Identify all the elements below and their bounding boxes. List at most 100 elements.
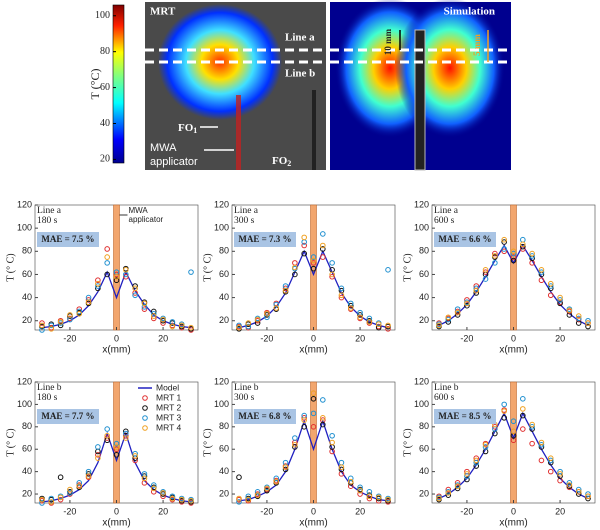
applicator-bar bbox=[113, 204, 120, 331]
y-tick-label: 20 bbox=[219, 315, 229, 325]
mrt-point bbox=[492, 260, 498, 266]
mrt-point bbox=[67, 312, 73, 318]
y-tick-label: 120 bbox=[17, 376, 32, 386]
model-line bbox=[41, 431, 192, 503]
mrt-point bbox=[520, 396, 526, 402]
mrt-point bbox=[547, 280, 554, 287]
mrt-point bbox=[301, 234, 307, 241]
mrt-point bbox=[273, 478, 280, 485]
mrt-point bbox=[76, 310, 83, 317]
mrt-point bbox=[292, 441, 298, 448]
y-tick-label: 80 bbox=[22, 246, 32, 256]
mrt-point bbox=[482, 276, 489, 282]
mrt-point bbox=[169, 323, 176, 330]
x-tick-label: -20 bbox=[63, 333, 76, 343]
mrt-point bbox=[501, 408, 507, 414]
mrt-point bbox=[510, 428, 517, 435]
colorbar-tick-label: 60 bbox=[100, 82, 110, 93]
y-tick-label: 40 bbox=[419, 466, 429, 476]
mrt-point bbox=[338, 285, 345, 292]
x-axis-label: x(mm) bbox=[299, 518, 327, 529]
x-tick-label: 0 bbox=[511, 333, 516, 343]
mrt-point bbox=[254, 492, 261, 498]
mrt-point bbox=[482, 441, 489, 448]
mrt-point bbox=[454, 483, 461, 489]
mrt-point bbox=[178, 496, 185, 503]
mrt-point bbox=[104, 432, 110, 439]
mrt-point bbox=[132, 283, 138, 289]
mrt-point bbox=[566, 307, 573, 314]
mrt-point bbox=[338, 466, 345, 473]
line-a-label: Line a bbox=[285, 32, 315, 44]
mrt-point bbox=[347, 302, 354, 309]
y-tick-label: 80 bbox=[419, 246, 429, 256]
mrt-point bbox=[169, 493, 176, 500]
mrt-point bbox=[547, 457, 554, 464]
mrt-point bbox=[160, 316, 166, 323]
mrt-point bbox=[329, 432, 335, 439]
mrt-point bbox=[57, 319, 64, 325]
colorbar bbox=[112, 4, 125, 164]
mrt-point bbox=[385, 496, 391, 503]
mrt-point bbox=[282, 287, 289, 294]
mrt-point bbox=[547, 283, 554, 289]
mrt-point bbox=[436, 322, 442, 329]
mrt-point bbox=[445, 492, 452, 498]
mae-label: MAE = 6.8 % bbox=[238, 411, 291, 421]
mae-label: MAE = 8.5 % bbox=[438, 411, 491, 421]
mrt-point bbox=[454, 309, 461, 316]
mrt-point bbox=[113, 444, 120, 450]
mrt-point bbox=[492, 253, 498, 259]
panel-label: Line b bbox=[37, 383, 62, 393]
y-tick-label: 120 bbox=[414, 199, 429, 209]
mrt-point bbox=[236, 495, 242, 502]
y-tick-label: 120 bbox=[214, 376, 229, 386]
x-tick-label: -20 bbox=[260, 506, 273, 516]
mrt-point bbox=[48, 326, 55, 332]
y-tick-label: 60 bbox=[219, 269, 229, 279]
mrt-point bbox=[160, 490, 166, 496]
mrt-point bbox=[141, 306, 148, 312]
mrt-point bbox=[445, 316, 452, 323]
mrt-point bbox=[585, 491, 591, 497]
mrt-point bbox=[385, 326, 391, 332]
mrt-point bbox=[188, 324, 194, 331]
mrt-point bbox=[557, 468, 563, 475]
mrt-point bbox=[76, 480, 83, 486]
colorbar-tick-label: 80 bbox=[100, 46, 110, 57]
mrt-point bbox=[95, 283, 101, 289]
mrt-point bbox=[557, 294, 563, 301]
mrt-point bbox=[520, 241, 526, 248]
mae-label: MAE = 7.7 % bbox=[41, 411, 94, 421]
x-tick-label: 0 bbox=[311, 506, 316, 516]
panel-label: Line b bbox=[234, 383, 259, 393]
mrt-point bbox=[85, 471, 92, 477]
mrt-point bbox=[48, 499, 55, 505]
mrt-point bbox=[95, 280, 101, 287]
mrt-point bbox=[292, 264, 298, 271]
mrt-point bbox=[141, 304, 148, 310]
mrt-point bbox=[501, 415, 507, 421]
mrt-applicator bbox=[236, 95, 241, 170]
y-tick-label: 80 bbox=[419, 421, 429, 431]
y-tick-label: 20 bbox=[22, 315, 32, 325]
mrt-point bbox=[95, 277, 101, 284]
mrt-point bbox=[113, 277, 120, 284]
mrt-point bbox=[104, 254, 110, 260]
mrt-point bbox=[585, 493, 591, 500]
mrt-point bbox=[473, 463, 480, 469]
mrt-point bbox=[520, 243, 526, 250]
mrt-point bbox=[57, 496, 64, 503]
mrt-point bbox=[113, 273, 120, 280]
mrt-point bbox=[301, 250, 307, 257]
mrt-point bbox=[347, 305, 354, 311]
mrt-point bbox=[320, 421, 326, 428]
applicator-label-1: MWA bbox=[150, 142, 177, 154]
y-axis-label: T (° C) bbox=[202, 428, 213, 456]
mrt-point bbox=[113, 440, 120, 447]
x-tick-label: 20 bbox=[355, 333, 365, 343]
mrt-point bbox=[529, 421, 535, 428]
y-tick-label: 20 bbox=[419, 488, 429, 498]
mrt-point bbox=[585, 320, 591, 326]
